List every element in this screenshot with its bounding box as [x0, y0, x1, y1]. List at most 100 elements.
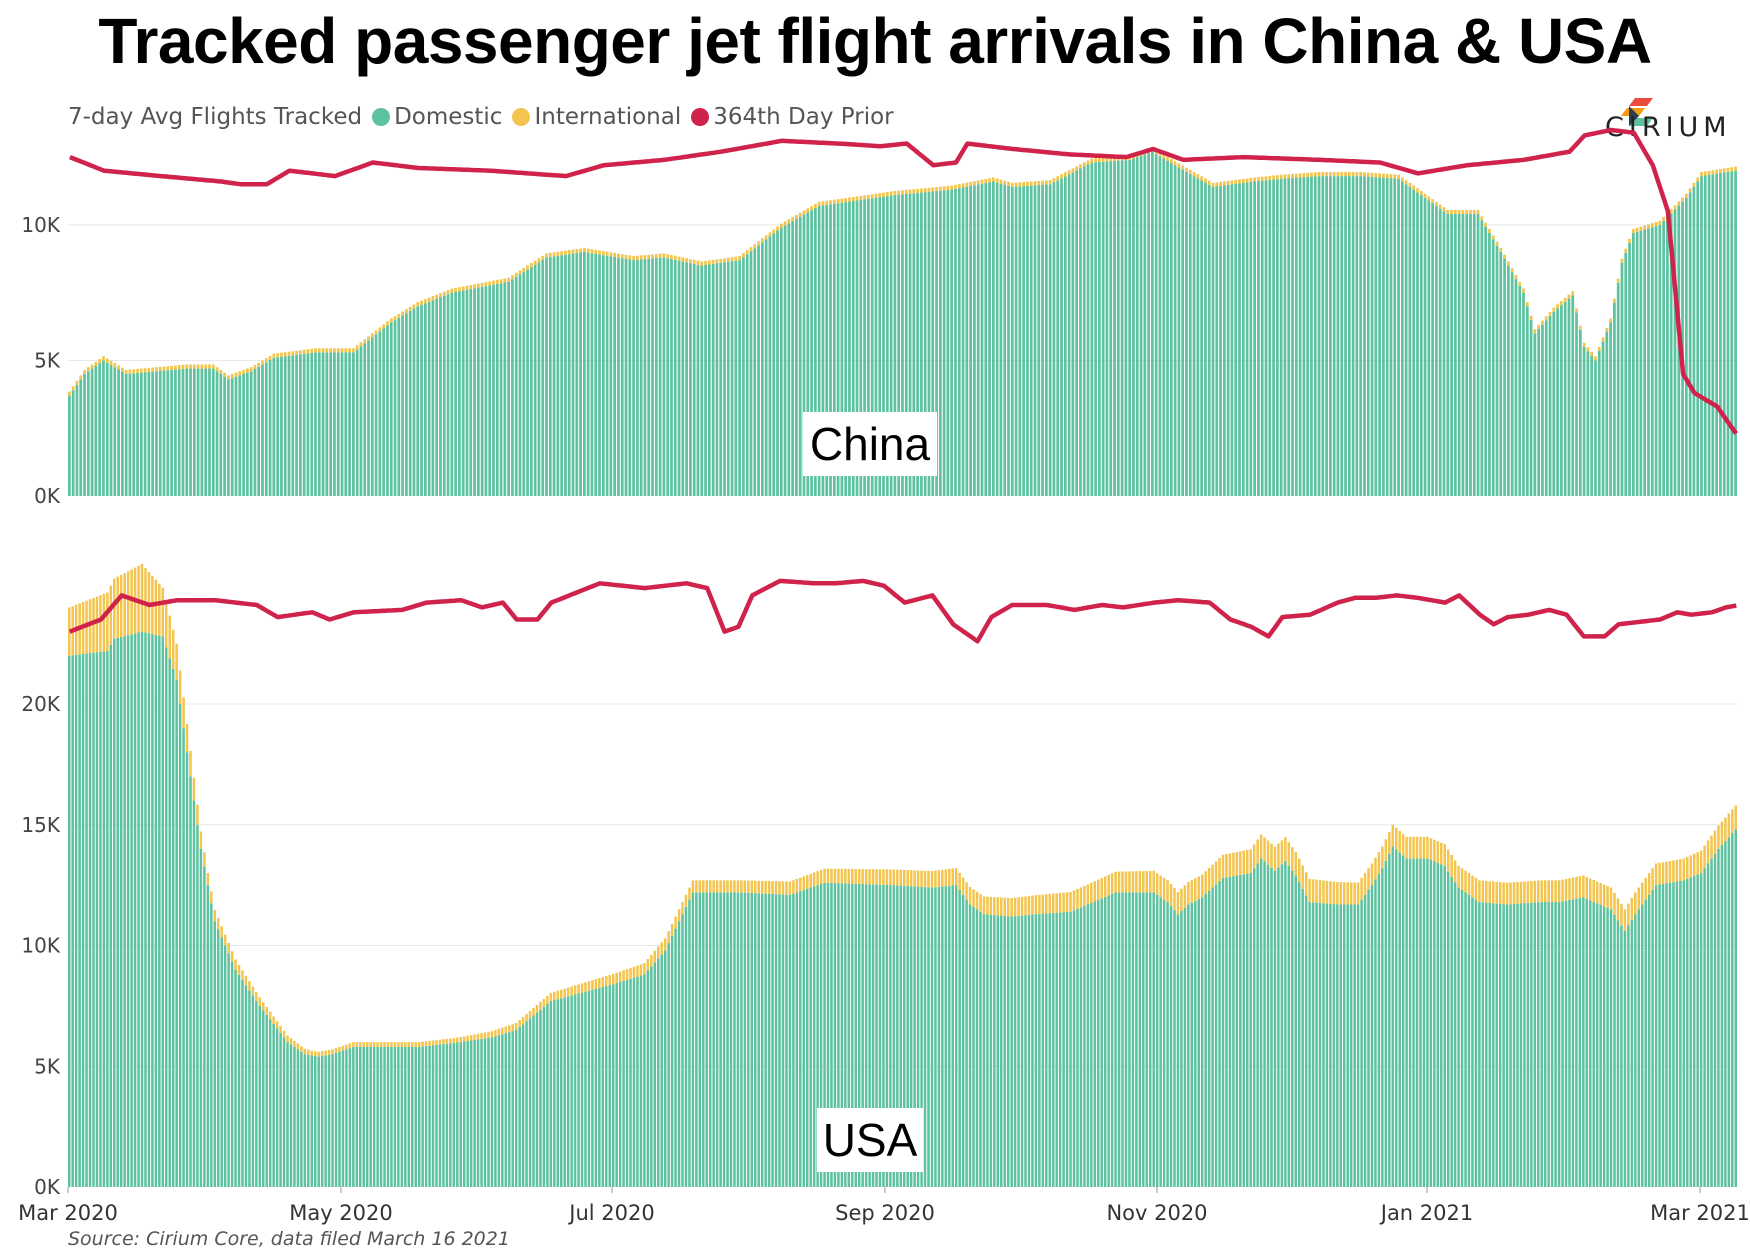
bar-domestic	[916, 192, 919, 497]
bar-international	[473, 284, 476, 289]
bar-domestic	[662, 257, 666, 496]
bar-international	[321, 348, 325, 353]
bar-domestic	[283, 356, 287, 496]
bar-domestic	[912, 193, 916, 496]
bar-international	[1152, 870, 1155, 893]
bar-international	[980, 179, 984, 184]
bar-domestic	[1291, 177, 1294, 496]
bar-international	[1180, 888, 1183, 911]
bar-domestic	[677, 260, 681, 496]
bar-domestic	[681, 261, 685, 496]
bar-international	[908, 189, 912, 194]
bar-domestic	[1249, 182, 1253, 497]
bar-international	[365, 1042, 369, 1047]
bar-domestic	[799, 891, 802, 1187]
bar-international	[1436, 841, 1440, 863]
bar-domestic	[508, 1032, 511, 1187]
bar-international	[870, 194, 874, 199]
bar-international	[909, 870, 913, 887]
bar-international	[185, 364, 189, 369]
bar-international	[691, 880, 695, 893]
bar-international	[1492, 881, 1495, 904]
bar-domestic	[1225, 877, 1228, 1187]
bar-domestic	[1336, 176, 1340, 497]
bar-international	[1423, 193, 1427, 198]
bar-international	[1211, 864, 1214, 888]
bar-domestic	[348, 352, 351, 496]
bar-domestic	[704, 265, 707, 496]
bar-domestic	[102, 651, 106, 1187]
bar-domestic	[105, 362, 109, 496]
bar-domestic	[1713, 853, 1717, 1187]
bar-international	[313, 1051, 317, 1056]
bar-international	[878, 193, 882, 198]
bar-domestic	[1241, 182, 1245, 496]
bar-domestic	[324, 1055, 327, 1187]
bar-international	[1560, 301, 1563, 306]
bar-domestic	[421, 1046, 424, 1187]
bar-domestic	[268, 1019, 272, 1187]
bar-international	[1599, 883, 1602, 905]
bar-international	[975, 891, 979, 910]
bar-international	[1480, 216, 1484, 221]
bar-international	[548, 252, 552, 257]
bar-international	[662, 253, 666, 258]
bar-domestic	[439, 297, 442, 496]
bar-international	[1433, 839, 1436, 862]
bar-domestic	[296, 1049, 300, 1187]
bar-international	[1315, 879, 1318, 903]
legend-item-domestic[interactable]: Domestic	[372, 104, 502, 130]
legend-label-prior: 364th Day Prior	[713, 104, 894, 130]
legend-item-international[interactable]: International	[512, 104, 681, 130]
bar-domestic	[622, 980, 625, 1187]
bar-international	[223, 372, 226, 377]
bar-international	[1613, 892, 1616, 915]
bar-international	[625, 969, 629, 980]
bar-domestic	[161, 636, 165, 1187]
bar-domestic	[1440, 864, 1443, 1187]
bar-domestic	[1056, 180, 1060, 496]
prior-dot-icon	[691, 108, 710, 126]
bar-international	[276, 353, 280, 358]
bar-domestic	[733, 892, 736, 1187]
bar-international	[1446, 209, 1450, 215]
bar-international	[1582, 875, 1585, 898]
bar-international	[819, 869, 823, 884]
bar-domestic	[817, 205, 821, 496]
bar-domestic	[1349, 904, 1353, 1187]
bar-international	[1190, 880, 1194, 903]
bar-domestic	[137, 632, 140, 1187]
bar-international	[1388, 832, 1391, 854]
bar-international	[1567, 294, 1571, 299]
bar-international	[1597, 346, 1601, 351]
bar-domestic	[1142, 892, 1145, 1187]
bar-international	[407, 1042, 411, 1047]
bar-domestic	[586, 252, 590, 496]
bar-international	[951, 868, 955, 886]
bar-domestic	[185, 752, 189, 1187]
bar-domestic	[1340, 176, 1344, 497]
bar-domestic	[1162, 899, 1166, 1187]
bar-domestic	[1654, 885, 1658, 1187]
bar-international	[745, 250, 749, 255]
y-tick-label: 0K	[34, 484, 61, 508]
bar-international	[1412, 185, 1416, 190]
bar-domestic	[1090, 902, 1093, 1187]
bar-international	[795, 214, 798, 219]
bar-domestic	[650, 966, 653, 1187]
bar-domestic	[454, 291, 457, 496]
legend-item-prior[interactable]: 364th Day Prior	[691, 104, 894, 130]
bar-international	[991, 177, 995, 182]
bar-domestic	[760, 893, 764, 1187]
bar-domestic	[1197, 899, 1200, 1187]
bar-international	[954, 868, 958, 886]
bar-domestic	[1029, 185, 1033, 497]
bar-domestic	[1635, 231, 1639, 496]
bar-international	[1232, 852, 1235, 877]
bar-international	[1415, 836, 1419, 859]
bar-international	[1628, 238, 1631, 243]
bar-domestic	[1700, 176, 1703, 497]
bar-international	[1014, 182, 1018, 187]
bar-domestic	[1351, 176, 1355, 497]
bar-international	[1637, 887, 1641, 910]
